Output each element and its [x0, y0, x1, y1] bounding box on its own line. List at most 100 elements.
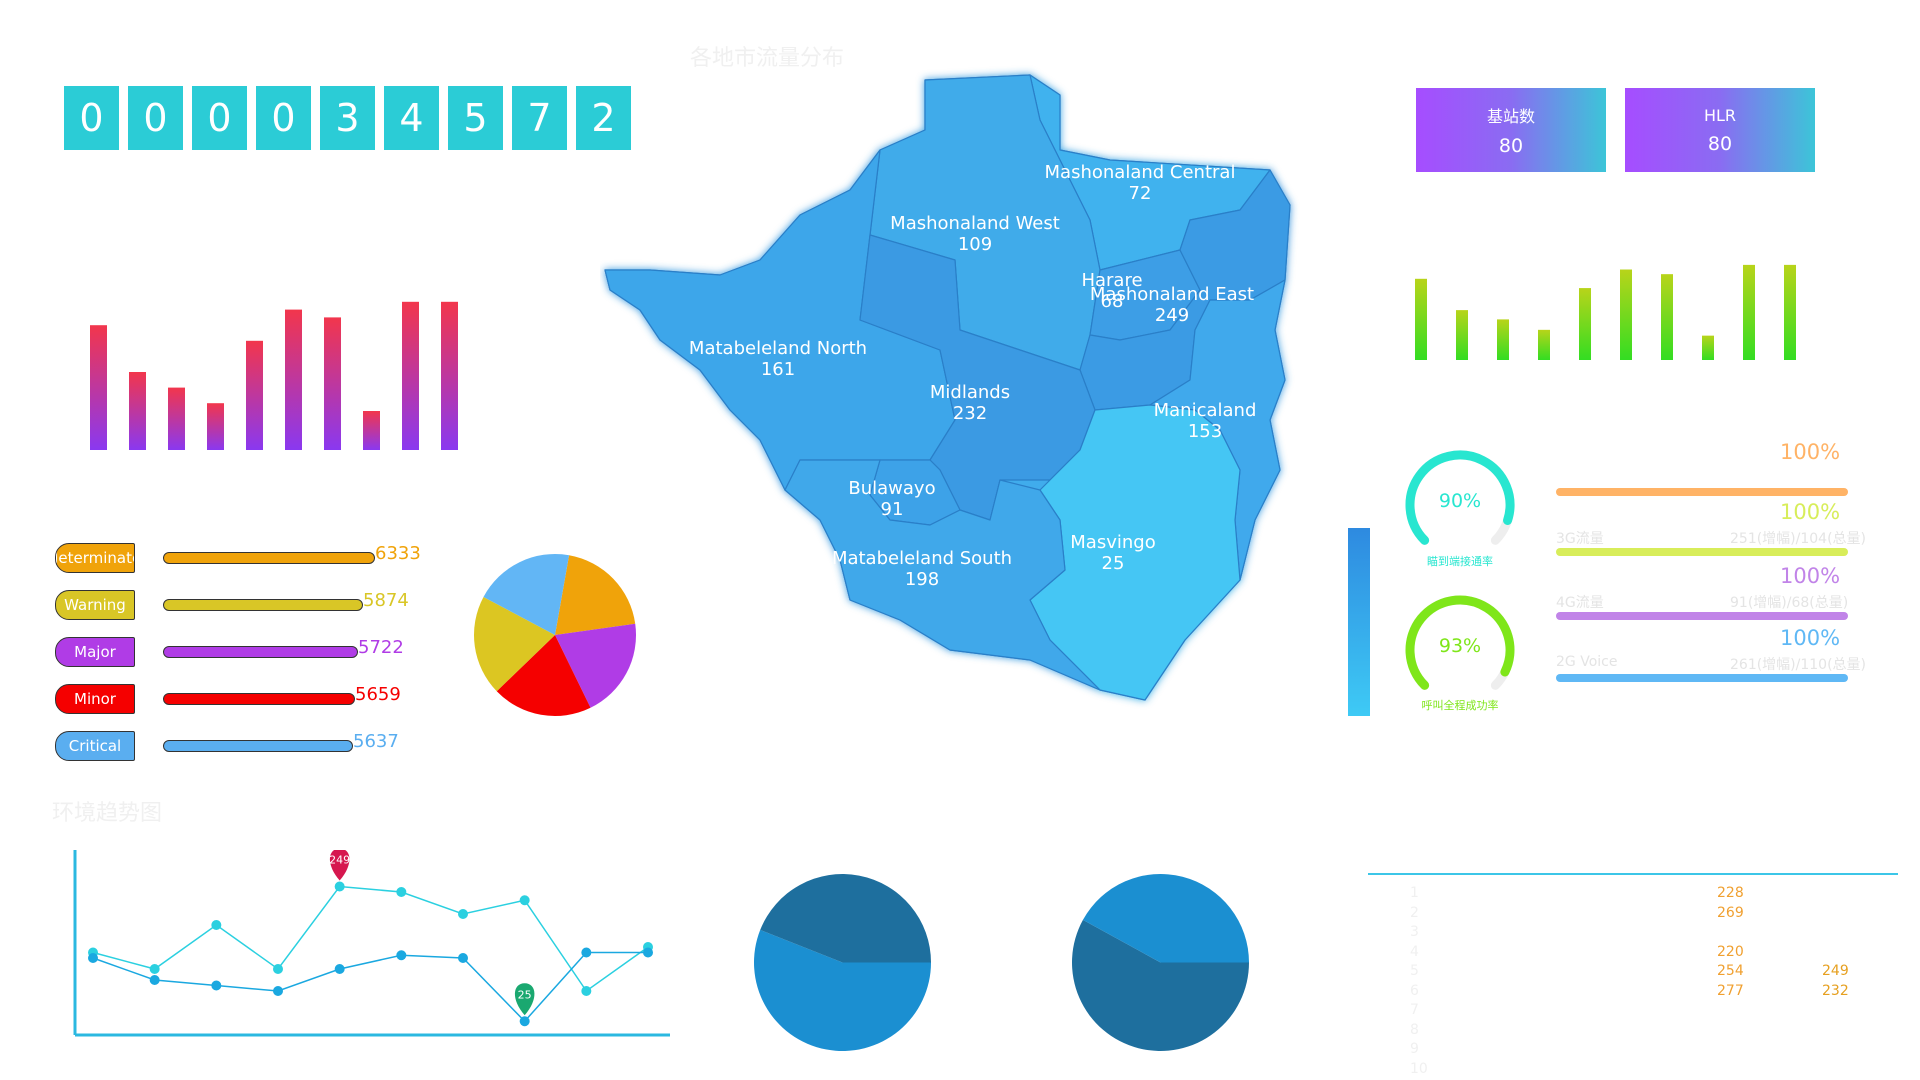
map-label-name: Masvingo — [1070, 532, 1156, 553]
bar — [402, 301, 419, 450]
counter-digit: 3 — [320, 86, 375, 150]
pie-slice — [555, 623, 636, 708]
pie-slice — [555, 555, 636, 635]
severity-row[interactable]: Warning 5874 — [55, 590, 435, 622]
map-label-name: Mashonaland East — [1089, 284, 1255, 305]
severity-row[interactable]: Critical 5637 — [55, 731, 435, 763]
progress-bar — [1556, 488, 1848, 496]
series-point[interactable] — [149, 964, 160, 974]
bar — [168, 387, 185, 450]
gauge-connect-rate — [1405, 450, 1515, 545]
pie-slice — [760, 874, 931, 963]
map-label-value: 249 — [1154, 305, 1190, 326]
map-label-3: Mashonaland East 249 — [1090, 284, 1254, 326]
gauge-call-caption: 呼叫全程成功率 — [1421, 699, 1499, 712]
map-title: 各地市流量分布 — [690, 46, 845, 71]
series-point[interactable] — [149, 975, 160, 985]
bar — [246, 340, 263, 450]
series-point[interactable] — [211, 980, 222, 991]
map-label-name: Matabeleland South — [831, 548, 1013, 569]
gauge-call-success — [1405, 595, 1515, 690]
map-label-1: Mashonaland West 109 — [890, 213, 1060, 255]
severity-value: 5722 — [358, 637, 404, 658]
regional-map[interactable] — [600, 60, 1300, 710]
base-station-value: 80 — [1498, 135, 1524, 157]
series-point[interactable] — [334, 881, 345, 892]
progress-percent: 100% — [1780, 564, 1841, 588]
progress-bar — [1556, 612, 1848, 620]
severity-row[interactable]: Major 5722 — [55, 637, 435, 669]
series-point[interactable] — [581, 947, 592, 958]
bar — [90, 325, 107, 450]
pin-low: 25 — [514, 983, 535, 1016]
map-label-name: Bulawayo — [848, 478, 936, 499]
gauge-call-percent: 93% — [1438, 635, 1482, 657]
severity-badge: Minor — [55, 684, 135, 714]
series-point[interactable] — [88, 953, 98, 963]
region-masvingo[interactable] — [1029, 404, 1241, 701]
series-point[interactable] — [519, 895, 530, 906]
bar — [363, 411, 380, 450]
counter-digit: 4 — [384, 86, 439, 150]
progress-label: 4G流量 — [1556, 595, 1604, 611]
pie-slice — [1082, 874, 1249, 963]
map-label-value: 109 — [957, 234, 993, 255]
hlr-box: HLR 80 — [1625, 88, 1815, 172]
map-label-name: Mashonaland West — [890, 213, 1060, 234]
pie-slice — [483, 554, 570, 635]
progress-sub: 261(增幅)/110(总量) — [1730, 657, 1867, 673]
map-label-value: 68 — [1100, 291, 1124, 312]
series-point[interactable] — [643, 947, 653, 958]
series-point[interactable] — [396, 887, 407, 897]
bar — [324, 317, 341, 450]
bottom-pie-left — [754, 874, 931, 1051]
map-label-value: 91 — [880, 499, 904, 520]
map-label-value: 72 — [1128, 183, 1152, 204]
region-matabeleland-south[interactable] — [784, 459, 1101, 691]
series-point[interactable] — [458, 953, 468, 963]
map-label-name: Midlands — [929, 382, 1011, 403]
severity-bar — [163, 740, 353, 752]
map-label-name: Matabeleland North — [688, 338, 868, 359]
series-point[interactable] — [458, 909, 468, 919]
severity-value: 5659 — [355, 684, 401, 705]
bar — [1415, 278, 1427, 360]
map-label-5: Midlands 232 — [930, 382, 1010, 424]
progress-percent: 100% — [1780, 440, 1841, 464]
pin-high: 249 — [329, 850, 350, 881]
table-index: 10 — [1410, 1060, 1428, 1077]
series-point[interactable] — [273, 986, 283, 996]
bar — [1743, 264, 1755, 360]
series-line — [92, 885, 649, 993]
table-cell-a: 269 — [1717, 904, 1744, 921]
severity-row[interactable]: determinate 6333 — [55, 543, 435, 575]
bar — [1456, 310, 1468, 360]
series-point[interactable] — [519, 1016, 530, 1027]
table-cell-b: 249 — [1822, 963, 1849, 979]
severity-value: 5874 — [363, 590, 409, 611]
counter-digit: 5 — [448, 86, 503, 150]
map-label-0: Mashonaland Central 72 — [1045, 162, 1236, 204]
map-label-name: Manicaland — [1153, 400, 1257, 421]
table-cell-b: 232 — [1822, 982, 1849, 999]
counter-digit: 0 — [64, 86, 119, 150]
progress-label: 2G Voice — [1556, 654, 1618, 670]
table-header-line — [1368, 873, 1898, 875]
series-point[interactable] — [273, 964, 283, 974]
series-point[interactable] — [396, 950, 407, 961]
bar — [1579, 288, 1591, 360]
table-index: 3 — [1410, 924, 1419, 940]
trend-line-chart: 249 25 — [73, 850, 670, 1037]
table-index: 8 — [1410, 1021, 1419, 1038]
series-point[interactable] — [581, 986, 592, 996]
map-label-4: Matabeleland North 161 — [689, 338, 867, 380]
series-point[interactable] — [334, 964, 345, 974]
counter-digit: 2 — [576, 86, 631, 150]
series-point[interactable] — [211, 920, 222, 930]
table-cell-a: 228 — [1717, 885, 1744, 901]
severity-row[interactable]: Minor 5659 — [55, 684, 435, 716]
progress-percent: 100% — [1780, 500, 1841, 524]
station-bar-chart — [1415, 264, 1796, 360]
severity-bar — [163, 599, 363, 611]
severity-badge: determinate — [55, 543, 135, 573]
